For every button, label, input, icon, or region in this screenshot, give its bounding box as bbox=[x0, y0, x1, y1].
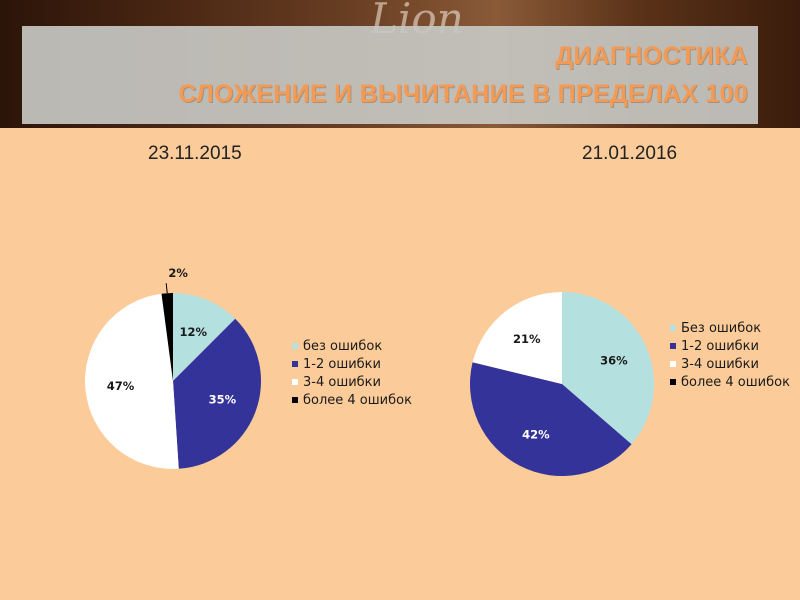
chart-2-legend-swatch bbox=[670, 325, 676, 331]
chart-1-legend-swatch bbox=[292, 397, 298, 403]
chart-2-slice-3-4-errors bbox=[472, 292, 562, 384]
chart-2-legend-item-1-2-errors: 1-2 ошибки bbox=[670, 337, 790, 355]
chart-2-slice-no-errors bbox=[562, 292, 654, 445]
chart-1-slice-1-2-errors bbox=[173, 318, 262, 469]
chart-2-label-3-4-errors: 21% bbox=[513, 332, 541, 346]
chart-2-legend-item-no-errors: Без ошибок bbox=[670, 319, 790, 337]
chart-2-legend-item-3-4-errors: 3-4 ошибки bbox=[670, 355, 790, 373]
chart-2-label-1-2-errors: 42% bbox=[522, 428, 550, 442]
chart-1-legend-item-over-4-errors: более 4 ошибок bbox=[292, 391, 412, 409]
chart-2-date: 21.01.2016 bbox=[582, 143, 678, 164]
chart-1-legend-item-3-4-errors: 3-4 ошибки bbox=[292, 373, 412, 391]
title-line-1: ДИАГНОСТИКА bbox=[555, 42, 748, 70]
chart-1-legend-swatch bbox=[292, 343, 298, 349]
chart-2-legend-swatch bbox=[670, 379, 676, 385]
chart-1-leader-line bbox=[165, 283, 168, 294]
chart-1-legend-swatch bbox=[292, 379, 298, 385]
chart-1-slice-over-4-errors bbox=[161, 293, 173, 381]
chart-2-legend-label: Без ошибок bbox=[681, 320, 762, 336]
chart-1-legend-swatch bbox=[292, 361, 298, 367]
chart-1-label-over-4-errors: 2% bbox=[168, 266, 188, 280]
chart-1-legend: без ошибок 1-2 ошибки 3-4 ошибки более 4 ош… bbox=[292, 337, 412, 409]
chart-2-legend-swatch bbox=[670, 361, 676, 367]
chart-2-legend-item-over-4-errors: более 4 ошибок bbox=[670, 373, 790, 391]
chart-2-legend: Без ошибок 1-2 ошибки 3-4 ошибки более 4 ош… bbox=[670, 319, 790, 391]
chart-1-label-1-2-errors: 35% bbox=[209, 393, 237, 407]
chart-1-legend-item-no-errors: без ошибок bbox=[292, 337, 412, 355]
chart-1-legend-label: 1-2 ошибки bbox=[303, 356, 381, 372]
title-box: ДИАГНОСТИКА СЛОЖЕНИЕ И ВЫЧИТАНИЕ В ПРЕДЕ… bbox=[22, 26, 758, 124]
chart-1-legend-item-1-2-errors: 1-2 ошибки bbox=[292, 355, 412, 373]
chart-2-legend-swatch bbox=[670, 343, 676, 349]
chart-2-legend-label: 3-4 ошибки bbox=[681, 356, 759, 372]
chart-1-date: 23.11.2015 bbox=[148, 143, 242, 164]
title-line-2: СЛОЖЕНИЕ И ВЫЧИТАНИЕ В ПРЕДЕЛАХ 100 bbox=[178, 80, 748, 108]
chart-1-slice-3-4-errors bbox=[84, 293, 179, 470]
chart-1-legend-label: без ошибок bbox=[303, 338, 383, 354]
chart-1-legend-label: 3-4 ошибки bbox=[303, 374, 381, 390]
chart-1-legend-label: более 4 ошибок bbox=[303, 392, 412, 408]
chart-2-slice-1-2-errors bbox=[470, 362, 632, 476]
chart-1-label-3-4-errors: 47% bbox=[107, 379, 135, 393]
chart-1-slice-no-errors bbox=[173, 293, 236, 381]
chart-2-legend-label: 1-2 ошибки bbox=[681, 338, 759, 354]
chart-2-legend-label: более 4 ошибок bbox=[681, 374, 790, 390]
chart-1-label-no-errors: 12% bbox=[179, 325, 207, 339]
chart-2-label-no-errors: 36% bbox=[600, 353, 628, 367]
